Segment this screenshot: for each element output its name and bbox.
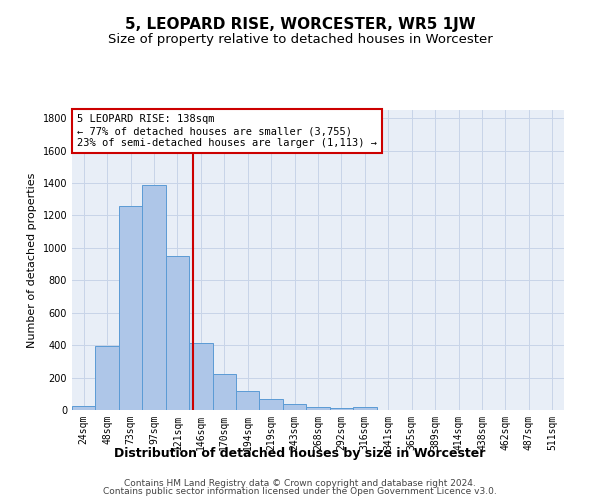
Bar bbox=[166, 256, 189, 410]
Bar bbox=[95, 346, 119, 410]
Y-axis label: Number of detached properties: Number of detached properties bbox=[27, 172, 37, 348]
Bar bbox=[142, 184, 166, 410]
Bar bbox=[212, 374, 236, 410]
Text: Size of property relative to detached houses in Worcester: Size of property relative to detached ho… bbox=[107, 32, 493, 46]
Bar bbox=[306, 407, 330, 410]
Bar bbox=[236, 392, 259, 410]
Text: Contains public sector information licensed under the Open Government Licence v3: Contains public sector information licen… bbox=[103, 487, 497, 496]
Text: Distribution of detached houses by size in Worcester: Distribution of detached houses by size … bbox=[115, 448, 485, 460]
Bar bbox=[119, 206, 142, 410]
Bar bbox=[330, 408, 353, 410]
Bar bbox=[353, 407, 377, 410]
Bar bbox=[283, 404, 306, 410]
Text: Contains HM Land Registry data © Crown copyright and database right 2024.: Contains HM Land Registry data © Crown c… bbox=[124, 478, 476, 488]
Bar bbox=[72, 406, 95, 410]
Text: 5 LEOPARD RISE: 138sqm
← 77% of detached houses are smaller (3,755)
23% of semi-: 5 LEOPARD RISE: 138sqm ← 77% of detached… bbox=[77, 114, 377, 148]
Bar bbox=[189, 342, 212, 410]
Text: 5, LEOPARD RISE, WORCESTER, WR5 1JW: 5, LEOPARD RISE, WORCESTER, WR5 1JW bbox=[125, 18, 475, 32]
Bar bbox=[259, 400, 283, 410]
